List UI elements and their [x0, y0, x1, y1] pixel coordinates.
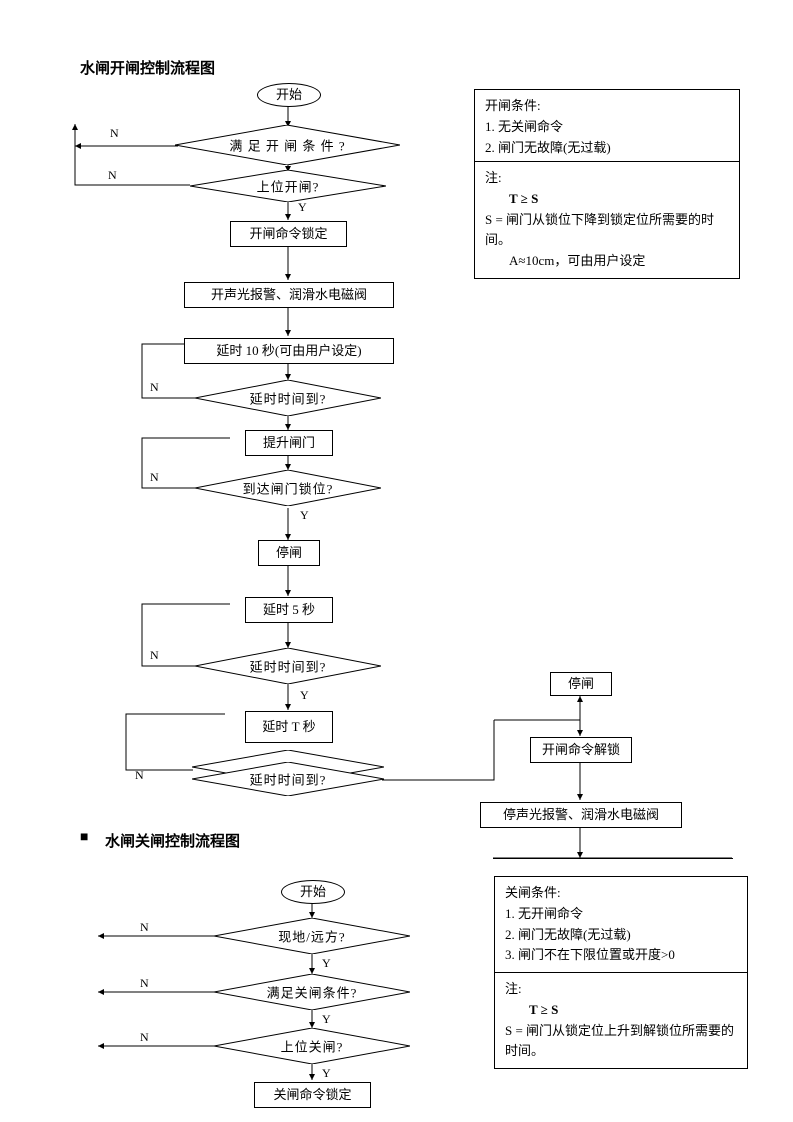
close-y-2: Y	[322, 1012, 331, 1027]
n-label-2: N	[108, 168, 117, 183]
open-diamond-upper-label: 上位开闸?	[257, 177, 320, 196]
open-diamond-lockpos-label: 到达闸门锁位?	[243, 479, 334, 498]
n-label-1: N	[110, 126, 119, 141]
note-ca-l4: 3. 闸门不在下限位置或开度>0	[505, 945, 737, 966]
note-cb-l1: 注:	[505, 979, 737, 1000]
open-delay5-box: 延时 5 秒	[245, 597, 333, 623]
close-y-1: Y	[322, 956, 331, 971]
open-diamond-delay2-label: 延时时间到?	[250, 657, 327, 676]
close-start-oval: 开始	[281, 880, 345, 904]
note-ca-l2: 1. 无开闸命令	[505, 904, 737, 925]
close-note-box: 注: T ≥ S S = 闸门从锁定位上升到解锁位所需要的时间。	[494, 972, 748, 1069]
note-a-l2: 1. 无关闸命令	[485, 117, 729, 138]
right-unlock-box: 开闸命令解锁	[530, 737, 632, 763]
open-diamond-delay2: 延时时间到?	[195, 648, 381, 684]
note-b-l4: A≈10cm，可由用户设定	[485, 251, 729, 272]
note-b-l3: S = 闸门从锁位下降到锁定位所需要的时间。	[485, 210, 729, 252]
y-label-open-2: Y	[300, 508, 309, 523]
close-diamond-local: 现地/远方?	[214, 918, 410, 954]
note-cb-l2: T ≥ S	[505, 1000, 737, 1021]
open-diamond-delay1-label: 延时时间到?	[250, 389, 327, 408]
note-a-l3: 2. 闸门无故障(无过载)	[485, 138, 729, 159]
n-label-6: N	[135, 768, 144, 783]
open-diamond-delayT: 延时时间到?	[192, 762, 384, 796]
note-b-l2: T ≥ S	[485, 189, 729, 210]
close-n-2: N	[140, 976, 149, 991]
open-diamond-upper: 上位开闸?	[190, 170, 386, 202]
note-cb-l3: S = 闸门从锁定位上升到解锁位所需要的时间。	[505, 1021, 737, 1063]
close-diamond-local-label: 现地/远方?	[278, 927, 345, 946]
note-ca-l1: 关闸条件:	[505, 883, 737, 904]
open-raise-gate-box: 提升闸门	[245, 430, 333, 456]
close-diamond-upper: 上位关闸?	[214, 1028, 410, 1064]
y-label-open-3: Y	[300, 688, 309, 703]
note-a-l1: 开闸条件:	[485, 96, 729, 117]
bullet-icon: ■	[80, 830, 88, 846]
title-close-gate: 水闸关闸控制流程图	[105, 830, 240, 851]
close-diamond-condition: 满足关闸条件?	[214, 974, 410, 1010]
close-n-1: N	[140, 920, 149, 935]
y-label-open-1: Y	[298, 200, 307, 215]
right-stop-alarm-box: 停声光报警、润滑水电磁阀	[480, 802, 682, 828]
open-start-oval: 开始	[257, 83, 321, 107]
title-open-gate: 水闸开闸控制流程图	[80, 57, 215, 78]
n-label-4: N	[150, 470, 159, 485]
note-ca-l3: 2. 闸门无故障(无过载)	[505, 925, 737, 946]
open-cmd-lock-box: 开闸命令锁定	[230, 221, 347, 247]
n-label-3: N	[150, 380, 159, 395]
right-bottom-line	[493, 858, 733, 859]
open-delayT-box: 延时 T 秒	[245, 711, 333, 743]
open-diamond-condition-label: 满 足 开 闸 条 件 ?	[229, 136, 345, 155]
close-condition-note: 关闸条件: 1. 无开闸命令 2. 闸门无故障(无过载) 3. 闸门不在下限位置…	[494, 876, 748, 973]
note-b-l1: 注:	[485, 168, 729, 189]
right-stop-box: 停闸	[550, 672, 612, 696]
open-diamond-delayT-label: 延时时间到?	[250, 770, 327, 789]
open-note-box: 注: T ≥ S S = 闸门从锁位下降到锁定位所需要的时间。 A≈10cm，可…	[474, 161, 740, 279]
open-alarm-box: 开声光报警、润滑水电磁阀	[184, 282, 394, 308]
open-diamond-condition: 满 足 开 闸 条 件 ?	[175, 125, 400, 165]
close-diamond-condition-label: 满足关闸条件?	[267, 983, 358, 1002]
close-n-3: N	[140, 1030, 149, 1045]
close-diamond-upper-label: 上位关闸?	[281, 1037, 344, 1056]
open-delay10-box: 延时 10 秒(可由用户设定)	[184, 338, 394, 364]
close-y-3: Y	[322, 1066, 331, 1081]
open-condition-note: 开闸条件: 1. 无关闸命令 2. 闸门无故障(无过载)	[474, 89, 740, 165]
open-diamond-lockpos: 到达闸门锁位?	[195, 470, 381, 506]
close-cmd-lock-box: 关闸命令锁定	[254, 1082, 371, 1108]
open-stop-box: 停闸	[258, 540, 320, 566]
open-diamond-delay1: 延时时间到?	[195, 380, 381, 416]
n-label-5: N	[150, 648, 159, 663]
